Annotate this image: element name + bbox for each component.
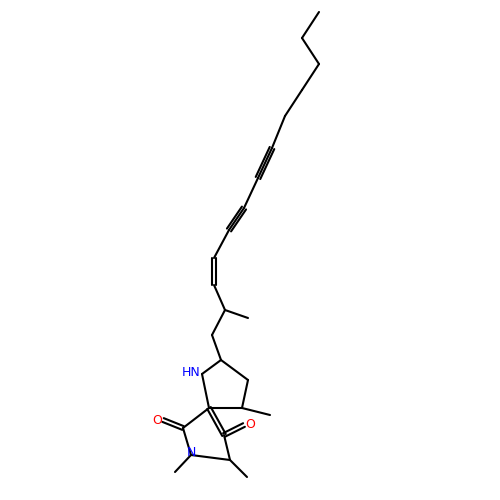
Text: O: O [245, 418, 255, 432]
Text: N: N [186, 446, 196, 460]
Text: O: O [152, 414, 162, 426]
Text: HN: HN [182, 366, 201, 380]
